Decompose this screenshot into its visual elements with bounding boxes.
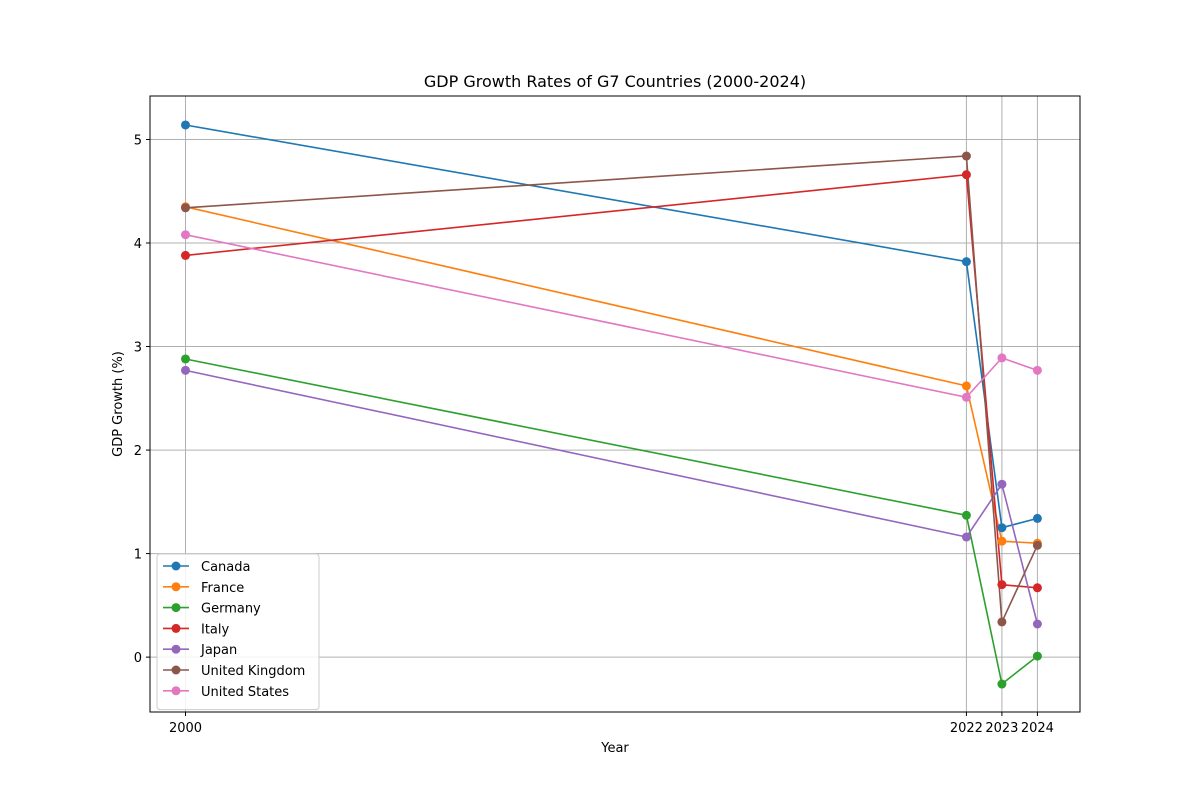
data-point-france	[997, 536, 1007, 546]
data-point-italy	[180, 250, 190, 260]
series-line-united-kingdom	[185, 155, 1039, 626]
x-axis-label: Year	[600, 741, 629, 756]
legend-marker-united-kingdom	[171, 665, 181, 675]
y-axis-ticks: 0 1 2 3 4 5	[134, 133, 150, 666]
data-point-united-states	[997, 353, 1007, 363]
data-point-germany	[180, 354, 190, 364]
data-point-united-states	[180, 230, 190, 240]
legend-label-canada: Canada	[201, 560, 250, 575]
y-tick-label: 1	[134, 548, 142, 563]
data-point-united-kingdom	[997, 617, 1007, 627]
y-tick-label: 4	[134, 237, 142, 252]
x-tick-label: 2024	[1021, 721, 1054, 736]
series-lines	[185, 124, 1039, 686]
y-tick-label: 0	[134, 651, 142, 666]
data-point-united-kingdom	[961, 151, 971, 161]
data-point-united-states	[961, 392, 971, 402]
series-line-japan	[185, 369, 1039, 625]
data-point-japan	[180, 365, 190, 375]
legend-label-united-kingdom: United Kingdom	[201, 664, 305, 679]
legend-label-japan: Japan	[200, 643, 237, 658]
chart-title: GDP Growth Rates of G7 Countries (2000-2…	[424, 72, 806, 91]
data-point-united-kingdom	[1032, 540, 1042, 550]
legend-box	[156, 553, 320, 711]
y-tick-label: 3	[134, 341, 142, 356]
data-point-france	[961, 381, 971, 391]
data-point-canada	[1032, 513, 1042, 523]
data-point-italy	[997, 580, 1007, 590]
data-point-canada	[180, 120, 190, 130]
legend-label-germany: Germany	[201, 602, 261, 617]
plot-area-frame	[149, 95, 1081, 713]
series-line-germany	[185, 358, 1038, 686]
data-point-germany	[961, 510, 971, 520]
legend: Canada France Germany Italy Japan United King…	[156, 553, 320, 711]
legend-marker-japan	[171, 644, 181, 654]
data-point-japan	[997, 479, 1007, 489]
data-point-united-kingdom	[180, 203, 190, 213]
legend-marker-canada	[171, 561, 181, 571]
y-axis-label: GDP Growth (%)	[111, 351, 126, 457]
legend-label-united-states: United States	[201, 685, 289, 700]
data-point-canada	[997, 523, 1007, 533]
data-point-canada	[961, 257, 971, 267]
data-point-germany	[1032, 651, 1042, 661]
data-point-germany	[997, 679, 1007, 689]
legend-marker-germany	[171, 603, 181, 613]
y-tick-label: 5	[134, 133, 142, 148]
y-tick-label: 2	[134, 444, 142, 459]
x-tick-label: 2000	[169, 721, 202, 736]
data-point-italy	[961, 170, 971, 180]
series-line-france	[185, 206, 1038, 544]
data-point-united-states	[1032, 365, 1042, 375]
legend-marker-italy	[171, 623, 181, 633]
legend-label-france: France	[201, 581, 244, 596]
data-point-japan	[961, 532, 971, 542]
legend-marker-france	[171, 582, 181, 592]
x-axis-ticks: 2000 2022 2023 2024	[169, 712, 1054, 736]
x-tick-label: 2023	[985, 721, 1018, 736]
x-tick-label: 2022	[950, 721, 983, 736]
legend-marker-united-states	[171, 686, 181, 696]
series-points	[180, 120, 1042, 689]
series-line-united-states	[185, 233, 1038, 399]
data-point-italy	[1032, 583, 1042, 593]
legend-label-italy: Italy	[201, 622, 230, 637]
data-point-japan	[1032, 619, 1042, 629]
